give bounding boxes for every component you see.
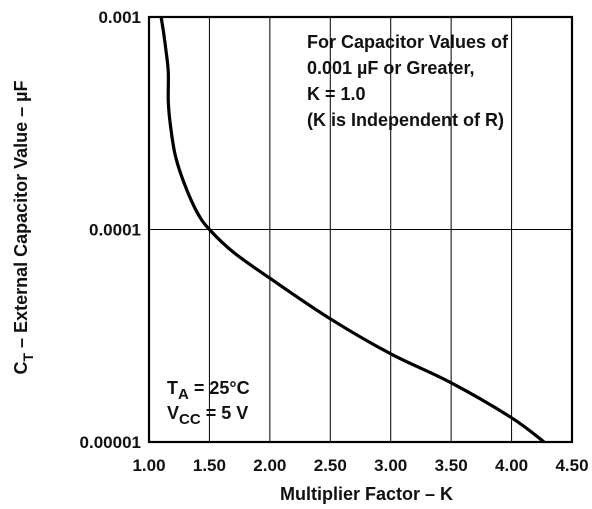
condition-subscript: A: [178, 386, 189, 403]
y-axis-title-rest: – External Capacitor Value – µF: [11, 80, 31, 352]
plot-frame: [147, 15, 574, 444]
y-tick-label: 0.0001: [89, 221, 141, 240]
x-tick-label: 3.50: [435, 456, 468, 475]
x-tick-label: 2.00: [253, 456, 286, 475]
note-line: (K is Independent of R): [307, 110, 504, 130]
x-tick-label: 1.00: [132, 456, 165, 475]
note-line: For Capacitor Values of: [307, 32, 509, 52]
x-tick-label: 2.50: [314, 456, 347, 475]
note-line: K = 1.0: [307, 84, 366, 104]
test-conditions: TA = 25°C VCC = 5 V: [167, 378, 250, 428]
y-tick-label: 0.00001: [80, 433, 141, 452]
condition-subscript: CC: [179, 411, 201, 428]
x-axis-title: Multiplier Factor – K: [280, 484, 453, 504]
condition-temperature: TA = 25°C: [167, 378, 250, 403]
y-axis-title: CT – External Capacitor Value – µF: [11, 80, 36, 374]
series-line: [159, 16, 546, 444]
condition-value: = 5 V: [201, 403, 249, 423]
condition-symbol: V: [167, 403, 179, 423]
x-tick-label: 3.00: [374, 456, 407, 475]
y-tick-label: 0.001: [98, 8, 141, 27]
condition-value: = 25°C: [189, 378, 250, 398]
x-tick-label: 4.00: [495, 456, 528, 475]
condition-symbol: T: [167, 378, 178, 398]
x-tick-label: 4.50: [555, 456, 588, 475]
capacitor-note: For Capacitor Values of 0.001 µF or Grea…: [307, 32, 509, 130]
x-tick-label: 1.50: [193, 456, 226, 475]
condition-supply-voltage: VCC = 5 V: [167, 403, 248, 428]
x-axis-ticks: 1.00 1.50 2.00 2.50 3.00 3.50 4.00 4.50: [132, 456, 588, 475]
y-axis-title-main: C: [11, 362, 31, 375]
y-axis-ticks: 0.00001 0.0001 0.001: [80, 8, 141, 452]
y-axis-title-subscript: T: [20, 353, 36, 362]
note-line: 0.001 µF or Greater,: [307, 58, 474, 78]
